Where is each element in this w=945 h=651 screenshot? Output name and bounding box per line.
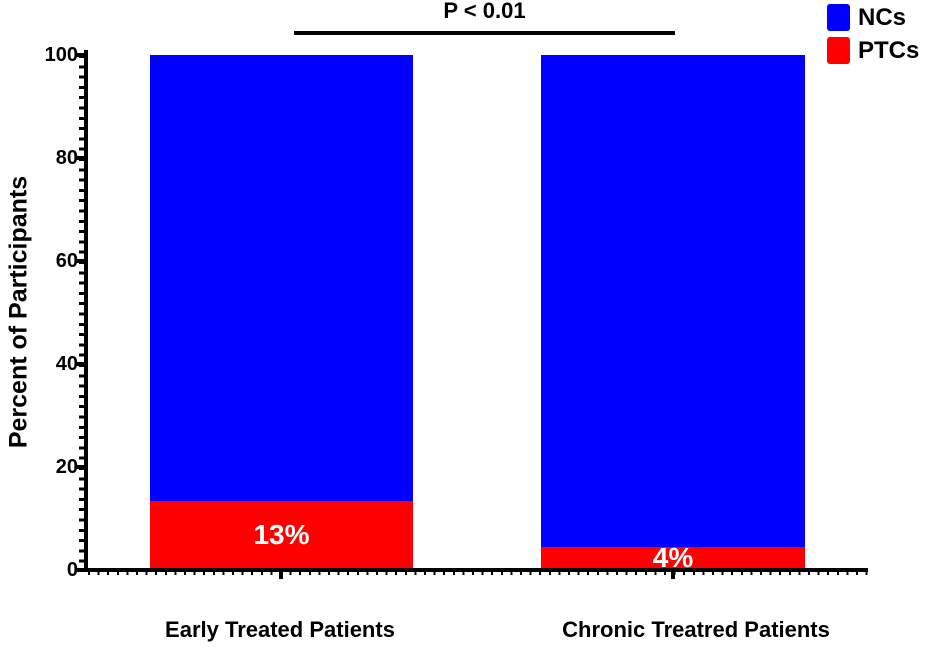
y-tick-mark <box>76 53 85 57</box>
bar-value-label: 4% <box>652 541 694 573</box>
category-label-2: Chronic Treatred Patients <box>562 617 830 642</box>
y-tick-mark <box>76 362 85 366</box>
significance-label: P < 0.01 <box>443 0 526 23</box>
significance-bracket-line <box>294 31 675 35</box>
bar-segment-ncs <box>541 55 805 548</box>
stacked-bar-1: 13% <box>150 55 413 568</box>
category-label-1: Early Treated Patients <box>165 617 395 642</box>
legend-swatch-icon <box>827 36 850 64</box>
legend-swatch-icon <box>827 3 850 31</box>
legend-label: PTCs <box>858 36 920 64</box>
y-tick-label: 80 <box>55 147 78 169</box>
stacked-bar-2: 4% <box>541 55 805 571</box>
y-axis-line <box>84 50 88 572</box>
bar-segment-ptcs: 4% <box>541 543 805 571</box>
x-tick-mark <box>671 570 675 579</box>
y-tick-label: 20 <box>55 456 78 478</box>
y-tick-label: 0 <box>66 559 78 581</box>
x-axis-minor-ticks <box>88 572 868 575</box>
y-axis-title: Percent of Participants <box>4 175 33 449</box>
x-axis-line <box>84 568 868 572</box>
legend-item-ncs: NCs <box>827 3 919 31</box>
bar-value-label: 13% <box>253 518 310 550</box>
bar-segment-ptcs: 13% <box>150 501 413 568</box>
y-axis-minor-ticks <box>79 55 84 570</box>
y-tick-mark <box>76 156 85 160</box>
x-tick-mark <box>279 570 283 579</box>
bar-segment-ncs <box>150 55 413 502</box>
y-tick-mark <box>76 465 85 469</box>
y-tick-mark <box>76 568 85 572</box>
y-tick-label: 40 <box>55 353 78 375</box>
y-tick-label: 60 <box>55 250 78 272</box>
legend: NCs PTCs <box>827 3 919 64</box>
legend-label: NCs <box>858 3 907 31</box>
legend-item-ptcs: PTCs <box>827 36 919 64</box>
y-tick-label: 100 <box>44 44 78 66</box>
y-tick-mark <box>76 259 85 263</box>
